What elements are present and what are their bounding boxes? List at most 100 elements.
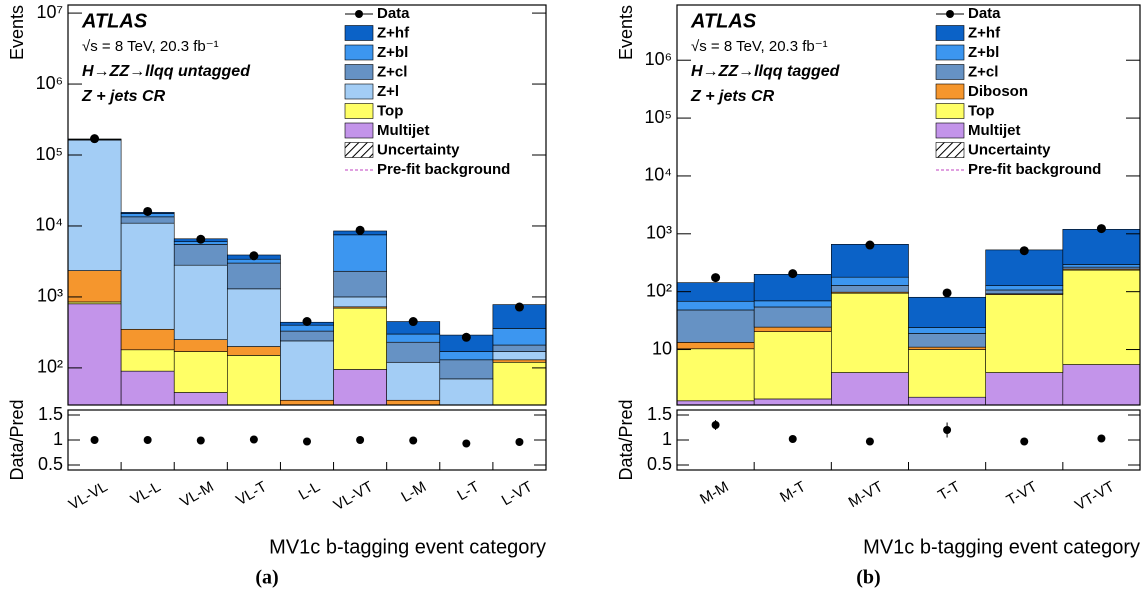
y-axis-label: Events <box>7 5 27 60</box>
ratio-point <box>303 437 311 446</box>
annotation: ATLAS <box>690 10 757 32</box>
annotation: Z + jets CR <box>81 88 166 105</box>
bar-segment <box>492 361 547 406</box>
bar-segment <box>985 285 1064 291</box>
bar-segment <box>280 399 334 406</box>
bar-segment <box>173 351 228 393</box>
bar-segment <box>173 244 228 266</box>
y-tick-label: 10⁴ <box>644 165 672 185</box>
bar-segment <box>985 372 1064 406</box>
ratio-frame <box>676 409 1141 471</box>
bar-segment <box>753 306 832 328</box>
bar-segment <box>227 355 281 406</box>
legend-swatch <box>344 122 374 139</box>
x-axis-label: MV1c b-tagging event category <box>863 536 1140 558</box>
bar-segment <box>333 270 387 298</box>
legend-label: Top <box>968 102 994 119</box>
bar-segment <box>831 285 909 293</box>
bar-segment <box>1062 364 1141 406</box>
legend-swatch <box>344 44 374 61</box>
ratio-y-tick-label: 0.5 <box>647 454 672 474</box>
legend-label: Z+bl <box>377 44 408 61</box>
bar-segment <box>831 372 909 406</box>
y-tick-label: 10⁵ <box>36 144 63 164</box>
bar-segment <box>173 339 228 352</box>
bar-segment <box>753 326 832 332</box>
ratio-point <box>90 436 99 444</box>
x-tick-label: VT-VT <box>1072 478 1117 514</box>
x-tick-label: VL-L <box>128 478 164 509</box>
legend-marker <box>355 10 363 18</box>
y-tick-label: 10⁶ <box>645 49 672 69</box>
bar-segment <box>492 328 547 346</box>
plot-frame <box>67 4 547 406</box>
bar-segment <box>908 327 986 334</box>
bar-segment <box>831 244 909 278</box>
annotation: √s = 8 TeV, 20.3 fb⁻¹ <box>82 38 219 55</box>
bar-segment <box>120 222 175 330</box>
bar-segment <box>831 292 909 373</box>
bar-segment <box>333 296 387 308</box>
y-tick-label: 10² <box>37 357 63 377</box>
legend-swatch <box>935 64 965 80</box>
legend-label: Z+cl <box>377 63 407 80</box>
ratio-y-tick-label: 1.5 <box>38 404 63 424</box>
x-tick-label: T-T <box>935 478 963 504</box>
x-tick-label: M-VT <box>846 478 886 511</box>
data-point <box>1019 246 1029 256</box>
legend-label: Z+hf <box>377 24 410 41</box>
legend-label: Pre-fit background <box>968 161 1101 178</box>
ratio-y-tick-label: 1 <box>53 429 63 449</box>
legend-swatch <box>935 83 965 100</box>
bar-segment <box>985 294 1064 373</box>
ratio-point <box>515 438 524 446</box>
bar-segment <box>753 274 832 302</box>
ratio-y-label: Data/Pred <box>616 399 636 480</box>
data-point <box>249 251 259 261</box>
ratio-y-label: Data/Pred <box>7 399 27 480</box>
x-tick-label: L-L <box>296 478 323 504</box>
bar-segment <box>753 300 832 308</box>
legend-label: Multijet <box>377 122 430 139</box>
annotation: ATLAS <box>81 10 148 32</box>
bar-segment <box>831 276 909 286</box>
annotation: H→ZZ→llqq tagged <box>691 63 841 80</box>
data-point <box>408 317 418 327</box>
panel-label: (a) <box>255 567 278 589</box>
bar-segment <box>676 400 755 406</box>
data-point <box>865 240 875 250</box>
bar-segment <box>1062 269 1141 365</box>
data-point <box>514 302 524 312</box>
x-axis-label: MV1c b-tagging event category <box>269 536 546 558</box>
legend-swatch <box>935 122 965 139</box>
y-tick-label: 10⁵ <box>645 107 672 127</box>
legend-swatch <box>344 25 374 41</box>
x-tick-label: VL-VL <box>66 478 111 514</box>
bar-segment <box>1062 229 1141 265</box>
bar-segment <box>753 398 832 406</box>
bar-segment <box>120 328 175 351</box>
legend-swatch <box>344 64 374 80</box>
ratio-point <box>143 436 152 444</box>
data-point <box>461 332 471 342</box>
bar-segment <box>120 349 175 372</box>
ratio-point <box>356 436 365 444</box>
bar-segment <box>227 262 281 290</box>
x-tick-label: M-M <box>697 478 731 508</box>
ratio-y-tick-label: 1 <box>662 429 672 449</box>
bar-segment <box>67 303 122 406</box>
data-point <box>942 288 952 298</box>
bar-segment <box>985 249 1064 286</box>
legend-label: Uncertainty <box>377 141 460 158</box>
bar-segment <box>120 216 175 224</box>
bar-segment <box>439 351 494 361</box>
legend-swatch <box>344 103 374 119</box>
panel-label: (b) <box>856 567 880 589</box>
x-tick-label: L-T <box>454 478 482 504</box>
y-tick-label: 10⁷ <box>36 2 63 22</box>
x-tick-label: VL-VT <box>331 478 376 514</box>
bar-segment <box>908 296 986 328</box>
bar-segment <box>386 341 441 363</box>
bar-segment <box>1062 264 1141 268</box>
annotation: √s = 8 TeV, 20.3 fb⁻¹ <box>691 38 828 55</box>
